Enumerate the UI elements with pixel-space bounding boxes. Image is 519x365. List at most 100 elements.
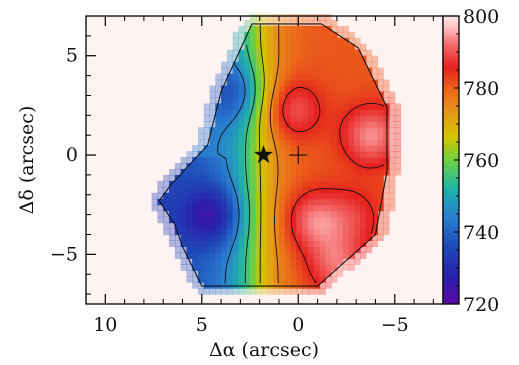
- heatmap-cell: [336, 49, 344, 57]
- heatmap-cell: [290, 276, 297, 283]
- heatmap-cell: [348, 210, 355, 218]
- heatmap-cell: [331, 234, 338, 242]
- heatmap-halo-cell: [325, 276, 332, 283]
- heatmap-halo-cell: [151, 204, 158, 212]
- heatmap-cell: [325, 180, 332, 188]
- heatmap-halo-cell: [394, 103, 402, 110]
- heatmap-cell: [331, 73, 338, 81]
- heatmap-cell: [342, 204, 350, 212]
- heatmap-halo-cell: [192, 145, 199, 152]
- heatmap-cell: [278, 25, 286, 33]
- heatmap-cell: [284, 198, 292, 206]
- heatmap-cell: [238, 258, 245, 265]
- heatmap-cell: [261, 258, 268, 265]
- heatmap-cell: [365, 115, 373, 122]
- heatmap-cell: [307, 37, 315, 45]
- heatmap-cell: [336, 246, 344, 253]
- heatmap-cell: [354, 151, 361, 158]
- heatmap-cell: [232, 73, 240, 81]
- heatmap-cell: [365, 204, 373, 212]
- heatmap-cell: [244, 145, 251, 152]
- heatmap-cell: [284, 228, 292, 236]
- heatmap-cell: [215, 198, 222, 206]
- heatmap-cell: [342, 91, 350, 99]
- heatmap-cell: [186, 228, 193, 236]
- heatmap-cell: [348, 79, 355, 87]
- heatmap-cell: [354, 115, 361, 122]
- heatmap-cell: [284, 115, 292, 122]
- heatmap-halo-cell: [394, 115, 402, 122]
- heatmap-cell: [273, 252, 280, 259]
- heatmap-cell: [197, 264, 205, 271]
- heatmap-cell: [365, 139, 373, 146]
- heatmap-cell: [325, 115, 332, 122]
- heatmap-cell: [342, 240, 350, 247]
- heatmap-cell: [307, 49, 315, 57]
- heatmap-cell: [267, 139, 274, 146]
- heatmap-cell: [261, 109, 268, 116]
- heatmap-cell: [174, 228, 182, 236]
- colorbar-tick-label: 780: [463, 78, 499, 100]
- heatmap-halo-cell: [383, 85, 390, 93]
- heatmap-cell: [197, 222, 205, 230]
- heatmap-cell: [278, 103, 286, 110]
- heatmap-cell: [267, 25, 274, 33]
- heatmap-cell: [302, 222, 309, 230]
- heatmap-cell: [325, 151, 332, 158]
- heatmap-cell: [250, 216, 257, 224]
- heatmap-cell: [203, 276, 211, 283]
- heatmap-cell: [371, 121, 378, 128]
- heatmap-cell: [296, 186, 303, 194]
- heatmap-cell: [348, 204, 355, 212]
- heatmap-cell: [342, 139, 350, 146]
- heatmap-cell: [261, 168, 268, 176]
- heatmap-cell: [232, 270, 240, 277]
- marker-layer: [254, 145, 308, 165]
- heatmap-cell: [331, 186, 338, 194]
- heatmap-cell: [290, 97, 297, 104]
- heatmap-halo-cell: [313, 19, 321, 27]
- heatmap-cell: [331, 139, 338, 146]
- contour-line: [269, 24, 280, 284]
- heatmap-cell: [331, 222, 338, 230]
- heatmap-cell: [296, 127, 303, 134]
- heatmap-cell: [168, 210, 176, 218]
- heatmap-halo-cell: [302, 14, 309, 21]
- heatmap-cell: [250, 151, 257, 158]
- heatmap-cell: [302, 216, 309, 224]
- heatmap-cell: [226, 103, 234, 110]
- heatmap-cell: [313, 234, 321, 242]
- heatmap-halo-cell: [388, 115, 396, 122]
- heatmap-halo-cell: [284, 288, 292, 295]
- heatmap-cell: [273, 49, 280, 57]
- heatmap-cell: [255, 85, 263, 93]
- heatmap-cell: [302, 139, 309, 146]
- heatmap-cell: [267, 133, 274, 140]
- heatmap-cell: [209, 162, 216, 170]
- heatmap-cell: [342, 49, 350, 57]
- contour-line: [282, 86, 385, 284]
- heatmap-cell: [302, 210, 309, 218]
- heatmap-cell: [325, 264, 332, 271]
- heatmap-cell: [261, 103, 268, 110]
- heatmap-cell: [365, 151, 373, 158]
- heatmap-cell: [336, 79, 344, 87]
- heatmap-cell: [336, 103, 344, 110]
- heatmap-cell: [226, 252, 234, 259]
- heatmap-cell: [325, 37, 332, 45]
- heatmap-cell: [296, 258, 303, 265]
- heatmap-cell: [313, 133, 321, 140]
- heatmap-halo-cell: [296, 19, 303, 27]
- heatmap-cell: [209, 151, 216, 158]
- heatmap-cell: [255, 55, 263, 63]
- heatmap-cell: [377, 151, 384, 158]
- heatmap-cell: [221, 121, 228, 128]
- heatmap-cell: [180, 222, 187, 230]
- heatmap-halo-cell: [377, 234, 384, 242]
- heatmap-halo-cell: [174, 252, 182, 259]
- heatmap-cell: [296, 85, 303, 93]
- heatmap-cell: [244, 168, 251, 176]
- heatmap-cell: [307, 222, 315, 230]
- heatmap-cell: [336, 73, 344, 81]
- heatmap-cell: [302, 79, 309, 87]
